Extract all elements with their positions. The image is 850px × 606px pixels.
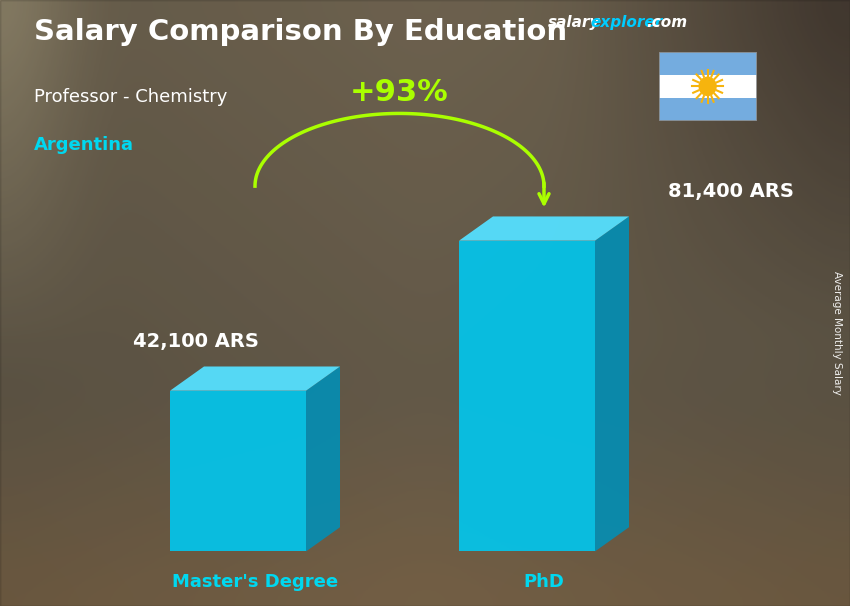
Polygon shape	[595, 216, 629, 551]
Polygon shape	[170, 367, 340, 391]
Bar	[659, 75, 756, 98]
Circle shape	[699, 76, 717, 96]
Text: PhD: PhD	[524, 573, 564, 591]
Text: Average Monthly Salary: Average Monthly Salary	[832, 271, 842, 395]
Text: explorer: explorer	[591, 15, 663, 30]
Polygon shape	[170, 391, 306, 551]
Polygon shape	[306, 367, 340, 551]
Text: .com: .com	[646, 15, 687, 30]
Text: Argentina: Argentina	[34, 136, 134, 155]
Bar	[659, 98, 756, 121]
Text: 81,400 ARS: 81,400 ARS	[668, 182, 794, 201]
Polygon shape	[459, 216, 629, 241]
Text: Master's Degree: Master's Degree	[172, 573, 338, 591]
Polygon shape	[459, 241, 595, 551]
Text: salary: salary	[548, 15, 601, 30]
Text: Salary Comparison By Education: Salary Comparison By Education	[34, 18, 567, 46]
Text: 42,100 ARS: 42,100 ARS	[133, 332, 258, 351]
Text: +93%: +93%	[350, 78, 449, 107]
Text: Professor - Chemistry: Professor - Chemistry	[34, 88, 227, 106]
Bar	[659, 52, 756, 75]
